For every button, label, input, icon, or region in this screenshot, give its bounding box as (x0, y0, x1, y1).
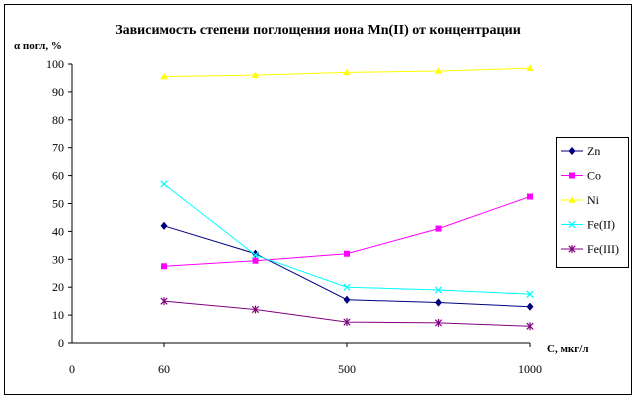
legend-marker (568, 220, 576, 229)
data-point-ni (251, 71, 260, 78)
data-point-feii (160, 180, 168, 188)
legend-item-feii: Fe(II) (561, 218, 615, 232)
data-point-co (344, 250, 350, 257)
data-point-feii (434, 286, 443, 294)
y-tick-label: 60 (52, 169, 64, 183)
data-point-zn (160, 221, 168, 231)
data-point-feiii (160, 297, 168, 306)
data-point-feiii (434, 318, 443, 327)
x-axis-label: С, мкг/л (547, 343, 589, 355)
y-tick-label: 100 (46, 57, 64, 71)
y-tick-label: 80 (52, 113, 64, 127)
legend-label: Zn (587, 144, 600, 158)
series-feii (160, 180, 534, 298)
y-axis-ticks: 0 10 20 30 40 50 60 70 80 90 100 (46, 57, 72, 350)
legend-label: Ni (587, 193, 600, 207)
legend-label: Fe(II) (587, 218, 615, 232)
x-axis-ticks: 0 60 500 1000 (69, 343, 542, 376)
y-tick-label: 0 (58, 336, 64, 350)
chart-border (4, 4, 632, 395)
y-tick-label: 50 (52, 197, 64, 211)
data-point-zn (343, 295, 351, 304)
data-point-ni (526, 64, 534, 71)
series-zn (160, 221, 534, 311)
data-point-co (161, 263, 167, 270)
data-point-feii (251, 251, 260, 259)
data-point-feii (343, 283, 351, 291)
data-point-feiii (526, 322, 534, 331)
x-tick-label: 500 (338, 362, 356, 376)
data-point-ni (343, 68, 351, 76)
legend-box (556, 137, 629, 268)
y-axis-label: α погл, % (14, 40, 62, 52)
data-point-zn (434, 298, 443, 307)
legend-marker (569, 172, 575, 179)
legend: Zn Co Ni Fe(II) Fe(III) (556, 137, 629, 268)
legend-item-feiii: Fe(III) (561, 242, 619, 256)
legend-marker (568, 146, 576, 156)
data-point-feiii (251, 305, 260, 314)
legend-marker (568, 245, 576, 253)
legend-marker (568, 196, 576, 203)
data-point-co (252, 257, 259, 264)
y-tick-label: 20 (52, 280, 64, 294)
x-tick-label: 1000 (518, 362, 542, 376)
legend-item-zn: Zn (561, 144, 600, 158)
data-point-feii (526, 290, 534, 298)
chart-title: Зависимость степени поглощения иона Mn(I… (115, 23, 521, 38)
y-tick-label: 30 (52, 252, 64, 266)
series-ni (160, 64, 534, 80)
data-point-feiii (343, 318, 351, 327)
x-tick-label: 60 (158, 362, 170, 376)
y-tick-label: 90 (52, 85, 64, 99)
data-point-co (527, 193, 533, 200)
data-point-zn (526, 302, 534, 311)
series-feiii (160, 297, 534, 331)
legend-label: Fe(III) (587, 242, 619, 256)
x-tick-label: 0 (69, 362, 75, 376)
y-tick-label: 10 (52, 308, 64, 322)
data-point-co (435, 225, 442, 232)
legend-item-ni: Ni (561, 193, 600, 207)
legend-label: Co (587, 169, 601, 183)
series-layer (160, 64, 534, 331)
data-point-ni (160, 72, 168, 80)
legend-item-co: Co (561, 169, 601, 183)
y-tick-label: 70 (52, 141, 64, 155)
y-tick-label: 40 (52, 224, 64, 238)
data-point-ni (434, 67, 443, 74)
series-co (161, 193, 533, 270)
